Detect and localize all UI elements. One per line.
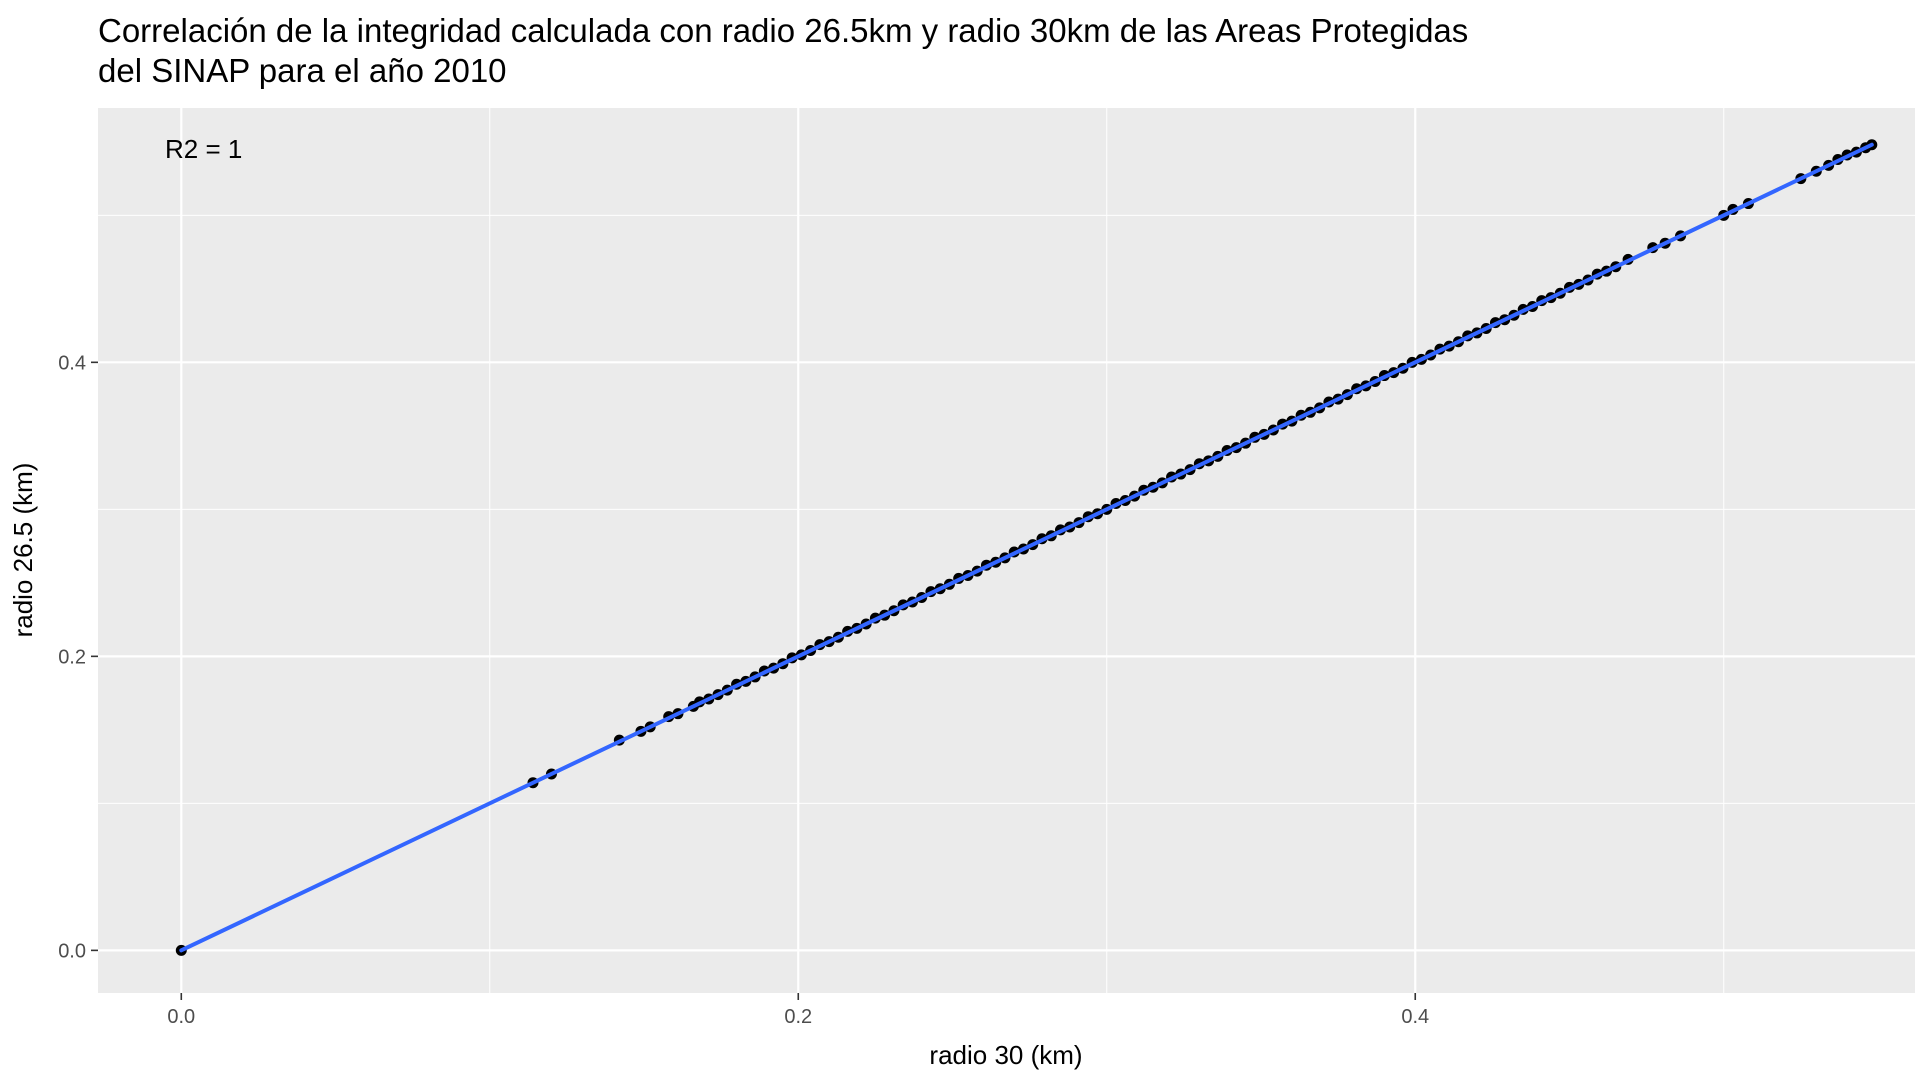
x-axis-title: radio 30 (km) (929, 1040, 1082, 1070)
chart-title-line-2: del SINAP para el año 2010 (98, 52, 507, 89)
x-tick-label: 0.0 (167, 1006, 195, 1028)
chart-title-line-1: Correlación de la integridad calculada c… (98, 12, 1468, 49)
y-tick-label: 0.0 (58, 940, 86, 962)
x-axis: 0.0 0.2 0.4 (167, 993, 1429, 1028)
fit-line-layer (179, 142, 1874, 953)
fit-line (179, 142, 1874, 953)
y-tick-label: 0.2 (58, 646, 86, 668)
x-tick-label: 0.4 (1401, 1006, 1429, 1028)
r2-annotation: R2 = 1 (165, 134, 242, 164)
minor-gridlines (98, 108, 1915, 993)
y-axis-title: radio 26.5 (km) (8, 463, 38, 638)
x-tick-label: 0.2 (784, 1006, 812, 1028)
y-axis: 0.0 0.2 0.4 (58, 352, 98, 962)
major-gridlines (98, 108, 1915, 993)
y-tick-label: 0.4 (58, 352, 86, 374)
